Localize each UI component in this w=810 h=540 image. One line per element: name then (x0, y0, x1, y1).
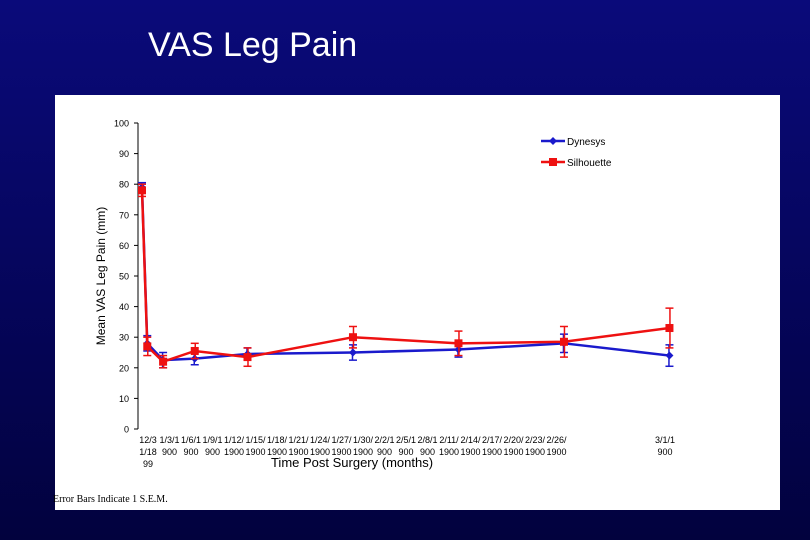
x-tick-label: 1900 (439, 447, 459, 457)
x-tick-label: 2/8/1 (417, 435, 437, 445)
x-tick-label: 2/20/ (503, 435, 524, 445)
x-tick-label: 1/27/ (331, 435, 352, 445)
legend-dynesys-marker (549, 137, 557, 145)
silhouette-marker (143, 342, 152, 351)
x-tick-label: 1900 (353, 447, 373, 457)
chart-panel: 0 10 20 30 40 50 60 70 80 90 100 12/3 1/18 99 1/3/1 900… (55, 95, 780, 510)
x-tick-label: 1/24/ (310, 435, 331, 445)
x-axis-title: Time Post Surgery (months) (271, 455, 433, 470)
footnote: Error Bars Indicate 1 S.E.M. (53, 494, 168, 505)
y-tick-label: 0 (124, 425, 129, 435)
y-tick-label: 40 (119, 302, 129, 312)
y-tick-label: 70 (119, 210, 129, 220)
x-tick-label: 2/5/1 (396, 435, 416, 445)
x-tick-label: 1900 (288, 447, 308, 457)
x-tick-label: 900 (162, 447, 177, 457)
silhouette-marker (348, 333, 357, 342)
legend-silhouette-marker (549, 158, 557, 166)
x-tick-label: 1900 (525, 447, 545, 457)
x-tick-label: 1/18 (139, 447, 157, 457)
x-tick-label: 99 (143, 459, 153, 469)
y-tick-label: 80 (119, 180, 129, 190)
silhouette-series-line (140, 190, 670, 364)
dynesys-marker (665, 351, 674, 360)
x-tick-label: 900 (398, 447, 413, 457)
silhouette-marker (665, 324, 674, 333)
silhouette-marker (138, 186, 146, 195)
y-tick-label: 60 (119, 241, 129, 251)
x-tick-label: 1/6/1 (181, 435, 201, 445)
y-axis-title: Mean VAS Leg Pain (mm) (94, 207, 108, 346)
y-tick-label: 100 (114, 119, 129, 129)
x-tick-label: 2/23/ (525, 435, 546, 445)
x-tick-label: 900 (420, 447, 435, 457)
y-tick-label: 50 (119, 272, 129, 282)
x-tick-label: 12/3 (139, 435, 157, 445)
x-tick-label: 1900 (267, 447, 287, 457)
x-tick-label: 900 (183, 447, 198, 457)
silhouette-marker (559, 337, 568, 346)
x-tick-label: 1/18/ (267, 435, 288, 445)
x-tick-label: 1900 (245, 447, 265, 457)
x-tick-label: 1900 (331, 447, 351, 457)
silhouette-marker (190, 346, 199, 355)
x-tick-label: 2/14/ (460, 435, 481, 445)
x-tick-label: 1900 (460, 447, 480, 457)
silhouette-marker (454, 339, 463, 348)
x-tick-label: 1900 (503, 447, 523, 457)
x-tick-label: 1900 (482, 447, 502, 457)
x-tick-label: 1/15/ (245, 435, 266, 445)
y-tick-label: 20 (119, 363, 129, 373)
y-tick-label: 30 (119, 333, 129, 343)
x-tick-label: 1/12/ (224, 435, 245, 445)
x-tick-label: 3/1/1 (655, 435, 675, 445)
x-tick-label: 900 (205, 447, 220, 457)
legend-silhouette-label: Silhouette (567, 158, 612, 169)
x-tick-label: 1/21/ (288, 435, 309, 445)
x-tick-label: 2/11/ (439, 435, 459, 445)
silhouette-marker (159, 357, 168, 366)
x-tick-label: 1900 (546, 447, 566, 457)
y-tick-label: 90 (119, 149, 129, 159)
x-tick-label: 1900 (310, 447, 330, 457)
x-tick-label: 900 (657, 447, 672, 457)
x-tick-label: 1/9/1 (202, 435, 222, 445)
x-tick-label: 2/17/ (482, 435, 503, 445)
x-tick-label: 1/30/ (353, 435, 374, 445)
slide-title: VAS Leg Pain (148, 26, 358, 64)
x-tick-label: 1900 (224, 447, 244, 457)
dynesys-series-line (140, 187, 670, 362)
x-tick-label: 900 (377, 447, 392, 457)
dynesys-marker (348, 348, 357, 357)
x-tick-label: 1/3/1 (159, 435, 179, 445)
x-tick-label: 2/26/ (546, 435, 567, 445)
legend-dynesys-label: Dynesys (567, 137, 605, 148)
x-tick-label: 2/2/1 (374, 435, 394, 445)
silhouette-marker (243, 353, 252, 362)
y-tick-label: 10 (119, 394, 129, 404)
chart-svg: 0 10 20 30 40 50 60 70 80 90 100 12/3 1/18 99 1/3/1 900… (94, 119, 675, 471)
